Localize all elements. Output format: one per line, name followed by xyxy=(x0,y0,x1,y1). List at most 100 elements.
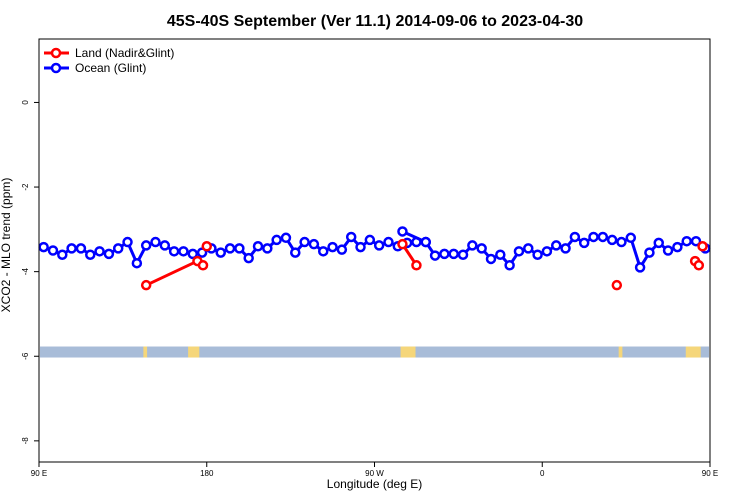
ocean-point xyxy=(429,250,441,261)
chart-title: 45S-40S September (Ver 11.1) 2014-09-06 … xyxy=(167,13,583,30)
y-tick-label: -2 xyxy=(21,183,30,191)
ocean-point xyxy=(373,240,385,251)
ocean-point xyxy=(513,246,525,257)
ocean-point xyxy=(234,243,245,254)
ocean-point xyxy=(681,235,692,247)
ocean-point xyxy=(653,237,664,249)
ocean-point xyxy=(38,241,49,253)
legend: Land (Nadir&Glint)Ocean (Glint) xyxy=(44,46,174,75)
ocean-point xyxy=(467,240,478,251)
series-layer xyxy=(38,226,711,291)
ocean-point xyxy=(485,253,497,265)
ocean-point xyxy=(541,246,553,257)
ocean-point xyxy=(103,248,115,260)
ocean-point xyxy=(523,243,534,254)
ocean-point xyxy=(57,249,68,260)
land-span xyxy=(618,346,623,358)
ocean-point xyxy=(345,231,357,243)
land-point xyxy=(697,241,708,252)
ocean-point xyxy=(308,238,320,250)
ocean-point xyxy=(364,234,376,246)
ocean-point xyxy=(588,231,599,243)
ocean-point xyxy=(625,232,637,244)
ocean-point xyxy=(355,241,366,253)
ocean-point xyxy=(94,246,105,257)
land-span xyxy=(400,346,416,358)
land-point xyxy=(140,279,152,291)
x-tick-label: 90 E xyxy=(702,469,718,478)
ocean-point xyxy=(644,247,655,258)
x-tick-label: 90 E xyxy=(31,469,47,478)
ocean-point xyxy=(159,240,171,251)
ocean-point xyxy=(131,257,143,269)
ocean-point xyxy=(262,243,273,254)
ocean-point xyxy=(457,249,469,260)
ocean-point xyxy=(448,248,459,260)
legend-entry-label: Ocean (Glint) xyxy=(75,61,146,75)
ocean-point xyxy=(550,240,562,251)
ocean-point xyxy=(112,243,124,254)
legend-entry-label: Land (Nadir&Glint) xyxy=(75,46,174,60)
ocean-point xyxy=(578,237,590,249)
ocean-point xyxy=(397,226,408,237)
ocean-point xyxy=(168,246,180,257)
ocean-point xyxy=(383,236,394,248)
land-point xyxy=(693,260,705,271)
ocean-point xyxy=(140,240,152,251)
y-tick-label: -8 xyxy=(21,437,30,445)
ocean-point xyxy=(327,241,338,253)
x-tick-label: 180 xyxy=(200,469,214,478)
ocean-point xyxy=(336,244,348,255)
land-point xyxy=(197,260,209,271)
ocean-point xyxy=(150,236,161,248)
y-tick-label: -4 xyxy=(21,268,30,276)
ocean-point xyxy=(504,260,515,271)
ocean-point xyxy=(187,248,199,260)
land-span xyxy=(685,346,701,358)
x-axis-label: Longitude (deg E) xyxy=(327,477,422,491)
ocean-point xyxy=(215,247,226,258)
ocean-point xyxy=(178,246,189,257)
ocean-point xyxy=(569,231,581,243)
ocean-point xyxy=(560,243,571,254)
ocean-point xyxy=(439,248,450,260)
ocean-point xyxy=(290,247,301,258)
land-span xyxy=(143,346,148,358)
plot-frame xyxy=(38,38,711,463)
ocean-point xyxy=(75,243,87,254)
x-tick-label: 90 W xyxy=(365,469,384,478)
ocean-point xyxy=(317,246,329,257)
ocean-point xyxy=(606,234,618,246)
ocean-point xyxy=(690,235,702,247)
ocean-point xyxy=(672,241,683,253)
ocean-point xyxy=(252,241,264,252)
legend-swatch-point xyxy=(50,62,62,74)
ocean-point xyxy=(420,236,432,248)
ocean-strip xyxy=(40,346,709,358)
land-point xyxy=(611,279,623,291)
ocean-point xyxy=(47,245,59,256)
land-point xyxy=(411,260,422,271)
ocean-point xyxy=(476,243,487,254)
x-tick-label: 0 xyxy=(540,469,545,478)
ocean-point xyxy=(532,249,543,260)
ocean-point xyxy=(634,262,646,273)
ocean-point xyxy=(243,252,254,264)
land-ocean-strip xyxy=(40,346,709,358)
ocean-point xyxy=(299,236,310,248)
legend-swatch-point xyxy=(50,47,62,59)
ocean-point xyxy=(280,232,292,244)
land-point xyxy=(397,238,408,250)
y-axis-label: XCO2 - MLO trend (ppm) xyxy=(0,178,13,313)
y-axis: 0 -2 -4 -6 -8 xyxy=(21,100,39,445)
ocean-point xyxy=(662,245,674,256)
ocean-point xyxy=(122,236,133,248)
ocean-point xyxy=(66,243,77,254)
ocean-point xyxy=(271,234,282,246)
ocean-point xyxy=(85,249,96,260)
y-tick-label: -6 xyxy=(21,352,30,360)
ocean-point xyxy=(495,249,506,260)
ocean-point xyxy=(597,231,609,243)
y-tick-label: 0 xyxy=(21,100,30,105)
